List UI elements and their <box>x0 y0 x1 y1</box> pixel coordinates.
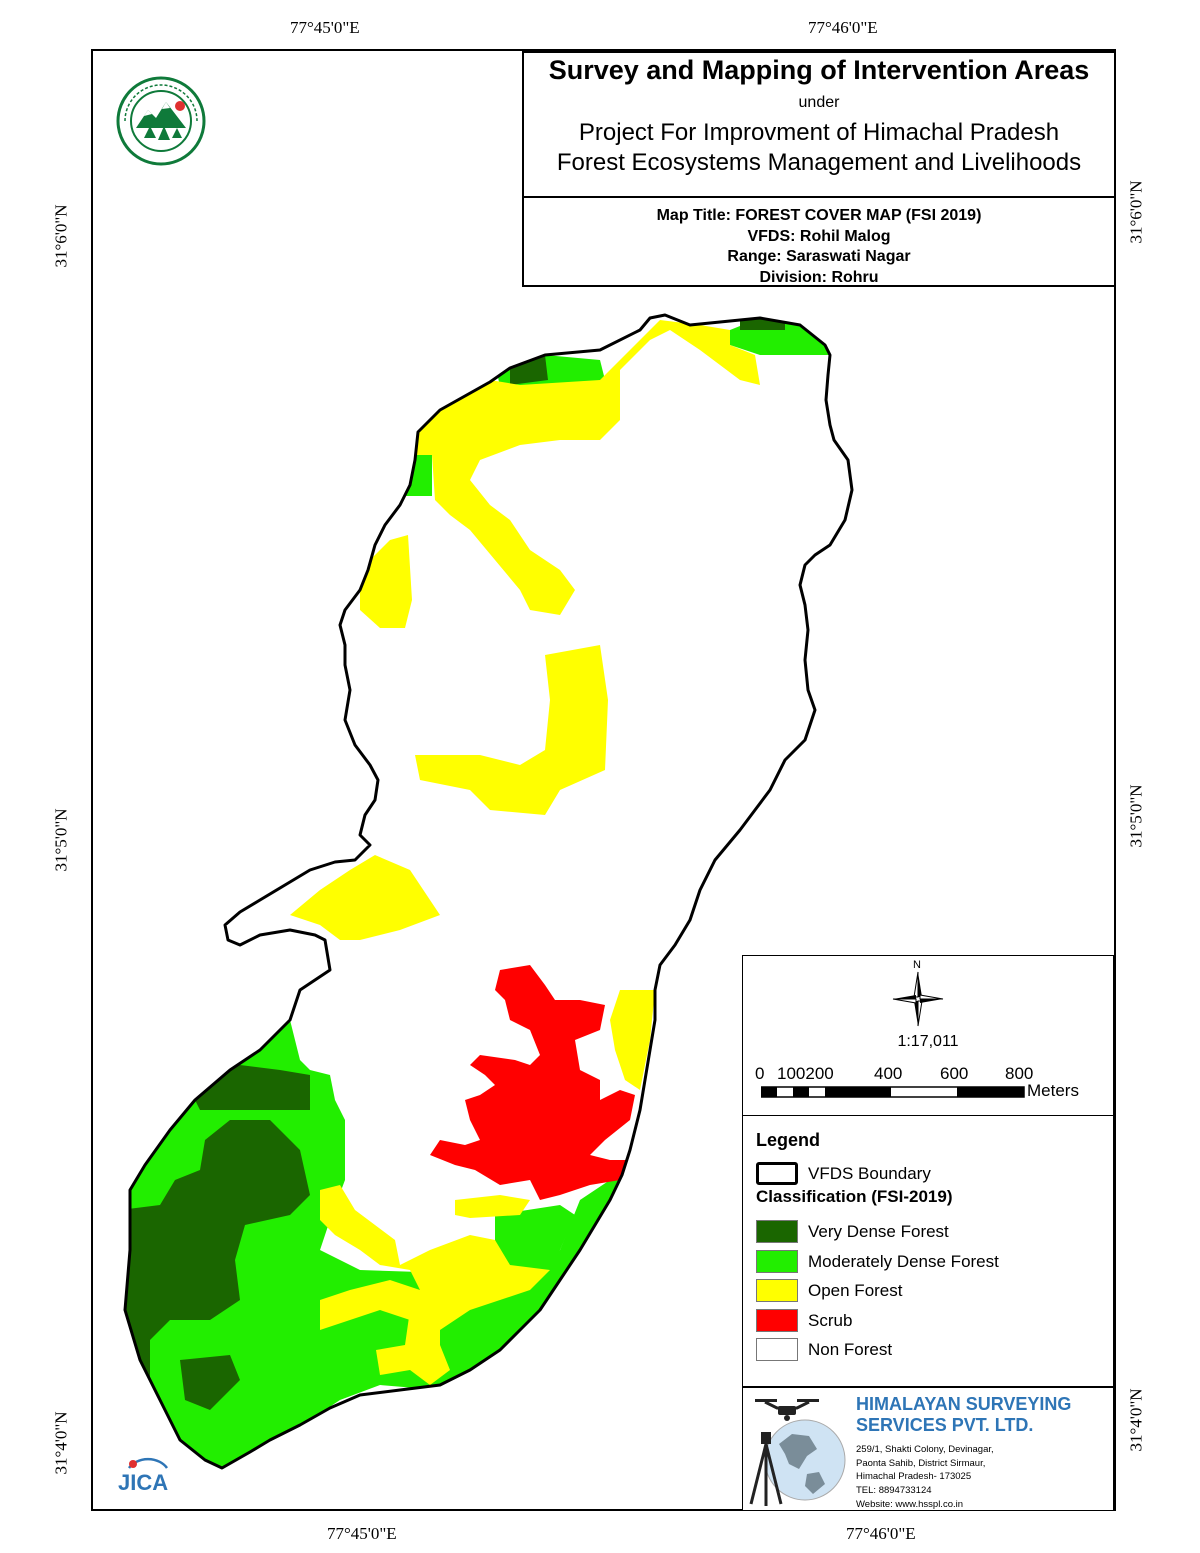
legend-boundary-label: VFDS Boundary <box>808 1164 931 1183</box>
survey-tripod-icon <box>749 1432 783 1506</box>
map-title: Map Title: FOREST COVER MAP (FSI 2019) <box>656 207 982 224</box>
open-forest-area <box>455 1195 530 1218</box>
open-forest-area <box>290 855 440 940</box>
project-line-1: Project For Improvment of Himachal Prade… <box>578 119 1060 146</box>
north-arrow-icon <box>892 971 944 1027</box>
legend-swatch <box>756 1309 798 1332</box>
jica-logo-icon: JICA <box>118 1457 168 1495</box>
legend-title: Legend <box>756 1130 821 1150</box>
coord-bottom-right: 77°46'0"E <box>846 1524 916 1543</box>
legend-label: Moderately Dense Forest <box>808 1252 999 1271</box>
drone-globe-logo-icon <box>749 1399 846 1506</box>
scale-bar <box>761 1086 1025 1098</box>
map-heading: Survey and Mapping of Intervention Areas <box>548 55 1090 85</box>
legend-label: Scrub <box>808 1311 853 1330</box>
scale-ratio: 1:17,011 <box>897 1033 959 1050</box>
scale-tick-100200: 100200 <box>777 1064 834 1083</box>
legend-swatch <box>756 1250 798 1273</box>
scrub-area <box>430 965 635 1200</box>
moderately-dense-forest-area <box>495 1205 575 1270</box>
under-text: under <box>798 94 840 111</box>
open-forest-area <box>610 990 655 1090</box>
north-scale-box: N 1:17,011 0 100200 400 600 800 Meters <box>742 955 1114 1115</box>
boundary-swatch <box>756 1162 798 1185</box>
company-block: HIMALAYAN SURVEYING SERVICES PVT. LTD. 2… <box>742 1387 1114 1511</box>
very-dense-forest-area <box>125 1120 310 1400</box>
legend-swatch <box>756 1279 798 1302</box>
jica-text: JICA <box>118 1470 168 1495</box>
open-forest-area <box>376 1250 470 1385</box>
legend-label: Open Forest <box>808 1281 903 1300</box>
very-dense-forest-area <box>180 1355 240 1410</box>
legend-swatch <box>756 1220 798 1243</box>
north-label: N <box>913 959 921 971</box>
vfds-boundary <box>123 313 854 1470</box>
company-name-1: HIMALAYAN SURVEYING <box>856 1394 1072 1414</box>
scale-units: Meters <box>1027 1081 1079 1100</box>
division-name: Division: Rohru <box>759 268 879 286</box>
title-divider <box>524 196 1114 198</box>
map-frame <box>91 49 1116 1511</box>
company-address-1: 259/1, Shakti Colony, Devinagar, <box>856 1444 994 1455</box>
coord-top-right: 77°46'0"E <box>808 18 878 37</box>
legend: Legend VFDS Boundary Classification (FSI… <box>742 1115 1114 1387</box>
title-block: Survey and Mapping of Intervention Areas… <box>522 51 1116 287</box>
scale-tick-800: 800 <box>1005 1064 1034 1083</box>
scale-tick-0: 0 <box>755 1064 765 1083</box>
scale-tick-600: 600 <box>940 1064 969 1083</box>
company-address-3: Himachal Pradesh- 173025 <box>856 1471 972 1483</box>
vfds-name: VFDS: Rohil Malog <box>747 227 891 245</box>
scale-tick-400: 400 <box>874 1064 903 1083</box>
company-address-2: Paonta Sahib, District Sirmaur, <box>856 1457 986 1469</box>
open-forest-area <box>415 320 760 615</box>
company-name-2: SERVICES PVT. LTD. <box>856 1415 1034 1435</box>
company-tel: TEL: 8894733124 <box>856 1485 932 1497</box>
legend-label: Very Dense Forest <box>808 1222 949 1241</box>
legend-swatch <box>756 1338 798 1361</box>
forest-department-emblem-icon <box>116 76 206 166</box>
range-name: Range: Saraswati Nagar <box>727 248 911 265</box>
drone-icon <box>755 1399 819 1421</box>
legend-label: Non Forest <box>808 1340 893 1359</box>
coord-bottom-left: 77°45'0"E <box>327 1524 397 1543</box>
coord-top-left: 77°45'0"E <box>290 18 360 37</box>
open-forest-area <box>415 645 608 815</box>
project-line-2: Forest Ecosystems Management and Livelih… <box>556 149 1082 176</box>
classification-title: Classification (FSI-2019) <box>756 1187 953 1206</box>
open-forest-area <box>360 535 412 628</box>
forest-classes <box>125 315 852 1468</box>
company-website: Website: www.hsspl.co.in <box>856 1498 964 1510</box>
